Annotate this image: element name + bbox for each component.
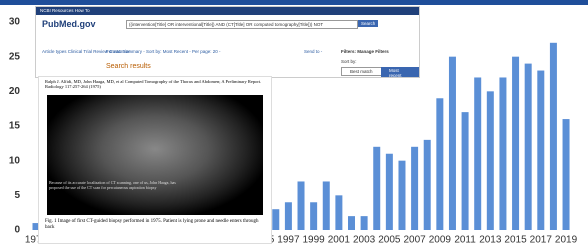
- bar: [436, 98, 443, 230]
- top-strip: [0, 0, 588, 5]
- bar: [335, 195, 342, 230]
- y-tick-label: 10: [9, 155, 21, 166]
- ct-figure: Ralph J. Alfidi, MD, John Haaga, MD, et …: [38, 76, 272, 244]
- bar: [537, 71, 544, 230]
- x-tick-label: 2017: [530, 235, 553, 246]
- sort-label: Sort by:: [341, 59, 357, 64]
- figure-caption: Fig. 1 Image of first CT-guided biopsy p…: [45, 219, 267, 231]
- x-tick-label: 2013: [479, 235, 502, 246]
- pubmed-screenshot: NCBI Resources How To PubMed.gov ((inter…: [35, 6, 420, 78]
- bar: [550, 43, 557, 230]
- ncbi-header: NCBI Resources How To: [36, 7, 419, 15]
- bar: [323, 181, 330, 230]
- y-tick-label: 20: [9, 86, 21, 97]
- bar: [373, 147, 380, 230]
- x-tick-label: 2003: [353, 235, 376, 246]
- bar: [525, 64, 532, 230]
- bar: [361, 216, 368, 230]
- y-tick-label: 5: [14, 190, 20, 201]
- bar: [424, 140, 431, 230]
- bar: [285, 202, 292, 230]
- search-results-title: Search results: [106, 63, 151, 70]
- y-tick-label: 15: [9, 121, 21, 132]
- ct-image: [47, 95, 263, 215]
- figure-header: Ralph J. Alfidi, MD, John Haaga, MD, et …: [45, 79, 265, 89]
- x-tick-label: 2015: [504, 235, 527, 246]
- bar: [487, 91, 494, 230]
- search-query: ((intervention[Title] OR interventional[…: [126, 20, 358, 29]
- bar: [272, 209, 279, 230]
- y-tick-label: 0: [14, 225, 20, 236]
- bar: [474, 77, 481, 230]
- y-tick-label: 30: [9, 17, 21, 28]
- most-recent-button: Most recent: [381, 67, 419, 78]
- bar: [499, 77, 506, 230]
- x-tick-label: 1997: [277, 235, 300, 246]
- bar: [449, 57, 456, 230]
- x-tick-label: 2019: [555, 235, 578, 246]
- image-note: Because of its accurate localization of …: [49, 180, 189, 190]
- bar: [462, 112, 469, 230]
- pubmed-logo: PubMed.gov: [42, 19, 96, 29]
- x-tick-label: 1999: [303, 235, 326, 246]
- search-button: Search: [358, 20, 378, 27]
- best-match-button: Best match: [341, 67, 382, 76]
- bar: [512, 57, 519, 230]
- y-tick-label: 25: [9, 51, 21, 62]
- bar: [563, 119, 570, 230]
- x-tick-label: 2001: [328, 235, 351, 246]
- bar: [298, 181, 305, 230]
- screen: 2019201720152013201120092007200520032001…: [0, 0, 588, 248]
- x-tick-label: 2005: [378, 235, 401, 246]
- bar: [386, 154, 393, 230]
- bar: [348, 216, 355, 230]
- x-tick-label: 2011: [454, 235, 476, 246]
- bar: [398, 161, 405, 230]
- filters: Filters: Manage Filters: [341, 49, 389, 54]
- x-tick-label: 2007: [403, 235, 426, 246]
- bar: [310, 202, 317, 230]
- send-to: Send to -: [304, 49, 322, 54]
- bar: [411, 147, 418, 230]
- x-tick-label: 2009: [429, 235, 452, 246]
- format-bar: Format: Summary - Sort by: Most Recent -…: [106, 49, 221, 54]
